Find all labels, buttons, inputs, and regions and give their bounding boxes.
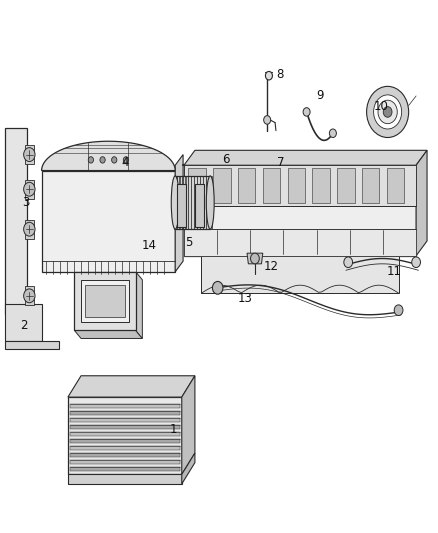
Text: 9: 9 <box>316 90 324 102</box>
Text: 11: 11 <box>387 265 402 278</box>
Circle shape <box>412 257 420 268</box>
Text: 8: 8 <box>277 68 284 81</box>
Circle shape <box>329 129 336 138</box>
Polygon shape <box>68 376 195 397</box>
Circle shape <box>394 305 403 316</box>
Polygon shape <box>213 168 230 204</box>
Circle shape <box>344 257 353 268</box>
Polygon shape <box>177 184 186 227</box>
Polygon shape <box>197 176 200 229</box>
Polygon shape <box>25 180 34 199</box>
Text: 7: 7 <box>276 156 284 169</box>
Polygon shape <box>194 176 197 229</box>
Polygon shape <box>5 304 42 341</box>
Polygon shape <box>42 171 175 272</box>
Polygon shape <box>70 461 180 464</box>
Circle shape <box>367 86 409 138</box>
Polygon shape <box>201 256 399 293</box>
Polygon shape <box>188 168 206 204</box>
Circle shape <box>100 157 105 163</box>
Circle shape <box>265 71 272 80</box>
Polygon shape <box>247 253 263 264</box>
Polygon shape <box>70 467 180 471</box>
Polygon shape <box>5 128 27 314</box>
Polygon shape <box>182 453 195 484</box>
Text: 13: 13 <box>238 292 253 305</box>
Circle shape <box>124 157 129 163</box>
Polygon shape <box>177 176 180 229</box>
Polygon shape <box>312 168 330 204</box>
Polygon shape <box>70 411 180 415</box>
Polygon shape <box>85 285 125 317</box>
Polygon shape <box>184 229 416 256</box>
Text: 2: 2 <box>20 319 28 332</box>
Text: 5: 5 <box>185 236 192 249</box>
Polygon shape <box>195 184 204 227</box>
Polygon shape <box>184 165 416 256</box>
Polygon shape <box>74 272 136 330</box>
Circle shape <box>303 108 310 116</box>
Polygon shape <box>206 176 208 229</box>
Text: 4: 4 <box>121 156 129 169</box>
Polygon shape <box>25 286 34 305</box>
Circle shape <box>212 281 223 294</box>
Polygon shape <box>70 446 180 450</box>
Polygon shape <box>70 453 180 457</box>
Polygon shape <box>203 176 206 229</box>
Text: 1: 1 <box>169 423 177 435</box>
Ellipse shape <box>206 176 214 229</box>
Polygon shape <box>25 145 34 164</box>
Circle shape <box>24 182 35 196</box>
Polygon shape <box>70 404 180 408</box>
Circle shape <box>24 222 35 236</box>
Polygon shape <box>200 176 203 229</box>
Polygon shape <box>5 314 32 330</box>
Polygon shape <box>337 168 355 204</box>
Polygon shape <box>70 418 180 422</box>
Polygon shape <box>70 439 180 443</box>
Text: 12: 12 <box>264 260 279 273</box>
Polygon shape <box>182 376 195 474</box>
Polygon shape <box>42 141 175 171</box>
Circle shape <box>383 107 392 117</box>
Polygon shape <box>238 168 255 204</box>
Ellipse shape <box>171 176 179 229</box>
Text: 6: 6 <box>222 154 230 166</box>
Circle shape <box>374 95 402 129</box>
Circle shape <box>24 289 35 303</box>
Polygon shape <box>183 176 185 229</box>
Polygon shape <box>288 168 305 204</box>
Polygon shape <box>81 280 129 322</box>
Polygon shape <box>263 168 280 204</box>
Polygon shape <box>175 155 183 272</box>
Polygon shape <box>186 176 188 229</box>
Polygon shape <box>184 165 416 206</box>
Polygon shape <box>387 168 404 204</box>
Polygon shape <box>209 176 212 229</box>
Circle shape <box>264 116 271 124</box>
Polygon shape <box>70 425 180 429</box>
Polygon shape <box>5 341 59 349</box>
Circle shape <box>24 148 35 161</box>
Polygon shape <box>416 150 427 256</box>
Polygon shape <box>68 397 182 474</box>
Circle shape <box>251 253 259 264</box>
Polygon shape <box>188 176 191 229</box>
Polygon shape <box>74 330 142 338</box>
Text: 10: 10 <box>374 100 389 113</box>
Polygon shape <box>191 176 194 229</box>
Circle shape <box>88 157 93 163</box>
Polygon shape <box>180 176 182 229</box>
Polygon shape <box>174 176 177 229</box>
Circle shape <box>112 157 117 163</box>
Polygon shape <box>25 220 34 239</box>
Polygon shape <box>184 150 427 165</box>
Text: 3: 3 <box>23 196 30 209</box>
Circle shape <box>378 100 397 124</box>
Text: 14: 14 <box>141 239 156 252</box>
Polygon shape <box>70 432 180 436</box>
Polygon shape <box>136 272 142 338</box>
Polygon shape <box>362 168 379 204</box>
Polygon shape <box>68 474 182 484</box>
